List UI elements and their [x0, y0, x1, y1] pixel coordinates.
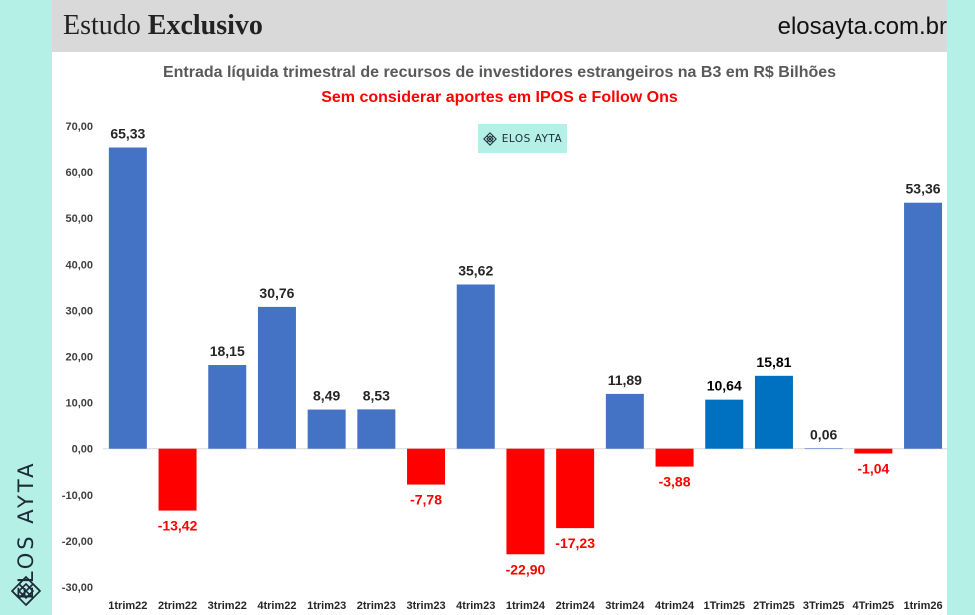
bar-3trim22 [208, 365, 247, 449]
x-tick-label: 1trim24 [506, 600, 546, 612]
right-accent-strip [947, 0, 975, 615]
y-tick-label: 70,00 [65, 121, 93, 133]
bar-2Trim25 [754, 375, 793, 449]
y-tick-label: -10,00 [62, 490, 93, 502]
value-label-2trim23: 8,53 [363, 387, 390, 403]
bar-1Trim25 [705, 399, 744, 449]
y-tick-label: 20,00 [65, 352, 93, 364]
value-label-4trim24: -3,88 [659, 474, 691, 490]
value-label-1trim24: -22,90 [506, 561, 546, 577]
x-tick-label: 3trim23 [406, 600, 445, 612]
value-label-1Trim25: 10,64 [707, 378, 742, 394]
x-tick-label: 1Trim25 [703, 600, 745, 612]
watermark-logo-icon [482, 131, 497, 146]
x-tick-label: 2trim24 [556, 600, 596, 612]
y-tick-label: 60,00 [65, 167, 93, 179]
y-tick-label: 0,00 [72, 444, 93, 456]
y-tick-label: 30,00 [65, 305, 93, 317]
chart-title: Entrada líquida trimestral de recursos d… [162, 64, 837, 81]
x-tick-label: 3Trim25 [803, 600, 845, 612]
x-tick-label: 4trim22 [257, 600, 296, 612]
bar-1trim23 [307, 409, 346, 449]
bar-3trim24 [605, 393, 644, 449]
x-tick-label: 1trim26 [903, 600, 942, 612]
value-label-2trim22: -13,42 [158, 518, 198, 534]
header-site: elosayta.com.br [777, 13, 947, 40]
y-tick-label: 50,00 [65, 213, 93, 225]
x-tick-label: 3trim22 [208, 600, 247, 612]
value-label-4trim23: 35,62 [458, 262, 493, 278]
value-label-1trim22: 65,33 [110, 126, 145, 142]
chart-subtitle: Sem considerar aportes em IPOS e Follow … [321, 89, 678, 106]
bar-1trim22 [108, 147, 147, 449]
left-brand-sidebar: ELOS AYTA [0, 0, 52, 615]
value-label-1trim23: 8,49 [313, 388, 340, 404]
bar-4trim24 [655, 448, 694, 467]
watermark-badge: ELOS AYTA [478, 124, 567, 153]
bar-chart: 70,00 60,00 50,00 40,00 30,00 20,00 10,00 0,00 -… [62, 121, 947, 612]
x-tick-label: 1trim23 [307, 600, 346, 612]
bar-1trim26 [904, 202, 943, 449]
y-tick-label: -20,00 [62, 536, 93, 548]
value-label-4Trim25: -1,04 [857, 460, 889, 476]
value-label-2Trim25: 15,81 [756, 354, 791, 370]
x-tick-label: 4Trim25 [853, 600, 895, 612]
x-tick-label: 4trim24 [655, 600, 695, 612]
value-label-3trim23: -7,78 [410, 492, 442, 508]
watermark-text: ELOS AYTA [501, 132, 563, 145]
x-tick-label: 1trim22 [108, 600, 147, 612]
x-tick-label: 2trim22 [158, 600, 197, 612]
x-tick-label: 3trim24 [605, 600, 645, 612]
value-label-3trim22: 18,15 [210, 343, 245, 359]
bar-2trim23 [357, 409, 396, 449]
bar-3trim23 [407, 448, 446, 485]
y-tick-label: -30,00 [62, 582, 93, 594]
bar-4trim23 [456, 284, 495, 449]
page-header: Estudo Exclusivo elosayta.com.br [52, 0, 947, 52]
bar-4trim22 [257, 306, 296, 449]
bar-3Trim25 [804, 448, 843, 450]
bar-2trim22 [158, 448, 197, 511]
bar-1trim24 [506, 448, 545, 555]
value-label-3trim24: 11,89 [608, 372, 642, 388]
y-tick-label: 10,00 [65, 398, 93, 410]
elos-ayta-logo-icon [10, 575, 42, 607]
bar-4Trim25 [854, 448, 893, 454]
header-title: Estudo Exclusivo [63, 10, 263, 41]
value-label-3Trim25: 0,06 [810, 426, 837, 442]
x-tick-label: 2trim23 [357, 600, 396, 612]
value-label-2trim24: -17,23 [555, 535, 595, 551]
y-tick-label: 40,00 [65, 259, 93, 271]
value-label-1trim26: 53,36 [906, 181, 941, 197]
x-tick-label: 2Trim25 [753, 600, 795, 612]
value-label-4trim22: 30,76 [259, 285, 294, 301]
x-tick-label: 4trim23 [456, 600, 495, 612]
bar-2trim24 [556, 448, 595, 529]
